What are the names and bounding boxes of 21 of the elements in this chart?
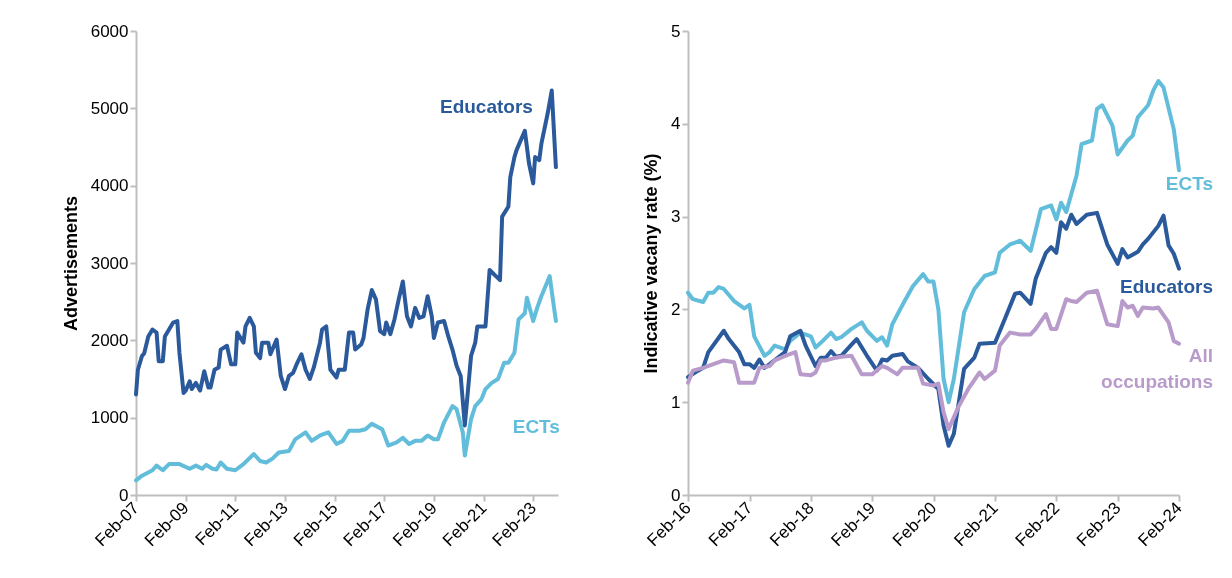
- y-tick-label: 2000: [90, 330, 129, 350]
- y-tick-label: 5000: [90, 98, 129, 118]
- y-tick-label: 0: [119, 485, 129, 505]
- series-label: ECTs: [1165, 173, 1213, 195]
- series-label: Educators: [439, 96, 533, 118]
- series-label: ECTs: [512, 416, 560, 437]
- y-tick-label: 4: [671, 114, 681, 134]
- series-label: All occupations: [1101, 344, 1213, 392]
- y-tick-label: 1: [671, 392, 681, 412]
- series-label: Educators: [1120, 275, 1213, 297]
- y-axis-title: Indicative vacany rate (%): [641, 153, 662, 374]
- y-tick-label: 4000: [90, 176, 129, 196]
- y-tick-label: 0: [671, 485, 681, 505]
- y-tick-label: 1000: [90, 408, 129, 428]
- y-axis-title: Advertisements: [60, 195, 81, 332]
- y-tick-label: 3: [671, 207, 681, 227]
- y-tick-label: 2: [671, 299, 681, 319]
- y-tick-label: 5: [671, 21, 681, 41]
- line-series: [134, 274, 558, 483]
- y-tick-label: 6000: [90, 21, 129, 41]
- y-tick-label: 3000: [90, 253, 129, 273]
